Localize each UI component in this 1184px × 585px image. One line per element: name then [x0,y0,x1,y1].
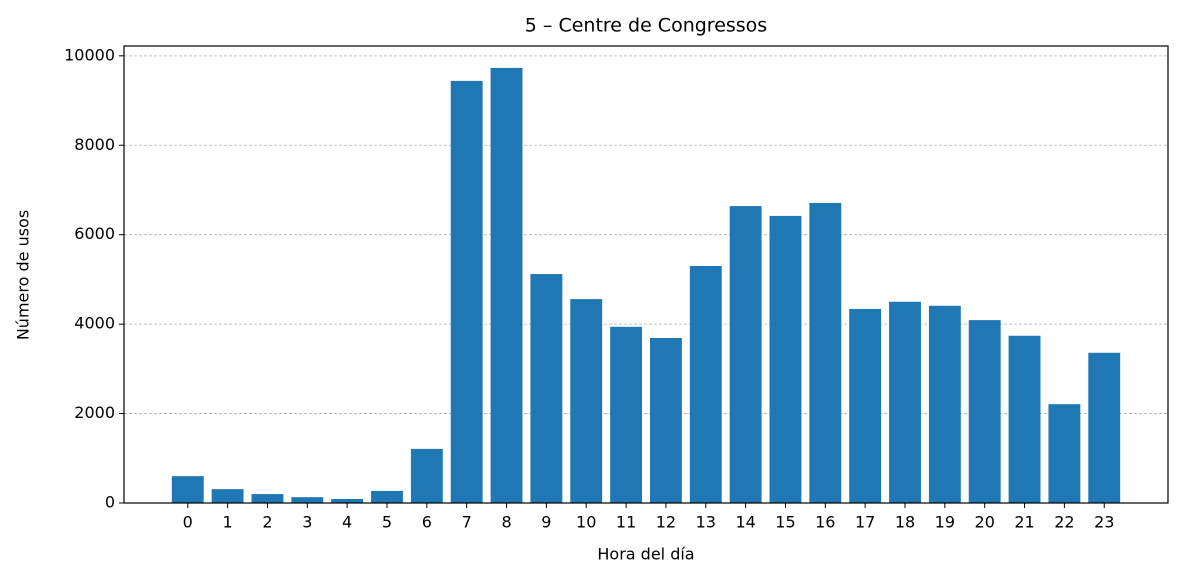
x-tick-label: 14 [735,513,755,532]
x-tick-label: 1 [223,513,233,532]
x-tick-label: 13 [696,513,716,532]
bar [769,215,802,503]
y-tick-label: 8000 [74,135,115,154]
plot-frame [123,45,1169,504]
x-tick-label: 7 [462,513,472,532]
bar [171,476,204,503]
bar [849,308,882,503]
x-tick-label: 19 [935,513,955,532]
bar [371,490,403,503]
x-tick-label: 15 [775,513,795,532]
x-tick-label: 23 [1094,513,1114,532]
bar [251,494,284,503]
bar [410,448,443,503]
y-tick-label: 2000 [74,403,115,422]
bar [530,274,563,503]
bar [570,299,603,503]
y-tick-label: 4000 [74,314,115,333]
bar [450,80,483,504]
x-tick-label: 22 [1054,513,1074,532]
x-tick-label: 18 [895,513,915,532]
bar [331,498,364,503]
x-tick-label: 17 [855,513,875,532]
bar [968,320,1001,503]
bar [211,489,244,503]
x-tick-label: 11 [616,513,636,532]
bar [291,497,324,503]
y-axis-label: Número de usos [14,210,33,340]
bar [689,266,722,503]
x-tick-label: 4 [342,513,352,532]
chart-title: 5 – Centre de Congressos [525,15,767,37]
bar [490,67,523,504]
bar [729,206,762,503]
x-tick-label: 6 [422,513,432,532]
x-tick-label: 5 [382,513,392,532]
bar [889,301,921,503]
x-tick-label: 2 [262,513,272,532]
bar [1088,352,1121,503]
bar [649,337,682,503]
y-tick-label: 10000 [64,45,115,64]
x-tick-label: 0 [183,513,193,532]
y-tick-label: 0 [105,493,115,512]
x-tick-label: 8 [501,513,511,532]
x-tick-label: 12 [656,513,676,532]
x-tick-label: 3 [302,513,312,532]
x-tick-label: 21 [1014,513,1034,532]
y-tick-label: 6000 [74,224,115,243]
bar [1048,404,1081,503]
x-tick-label: 20 [975,513,995,532]
x-axis-label: Hora del día [597,545,694,564]
x-tick-label: 9 [541,513,551,532]
bar [1008,335,1041,503]
x-tick-label: 10 [576,513,596,532]
bar [809,202,842,503]
x-tick-label: 16 [815,513,835,532]
bar [610,326,643,503]
bar [928,305,961,503]
